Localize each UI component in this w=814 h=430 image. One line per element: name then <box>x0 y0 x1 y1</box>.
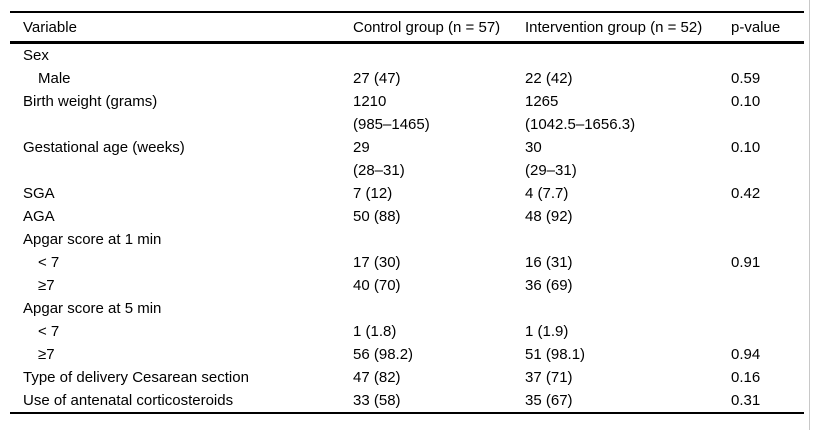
p-value-cell: 0.94 <box>731 346 761 363</box>
table-row: (28–31) (29–31) <box>10 159 804 182</box>
control-value-cell <box>353 228 525 251</box>
control-value-cell: 33 (58) <box>353 389 525 414</box>
p-value-cell <box>731 274 804 297</box>
control-value-cell: 47 (82) <box>353 369 401 386</box>
header-row: Variable Control group (n = 57) Interven… <box>10 11 804 44</box>
p-value-cell: 0.91 <box>731 254 761 271</box>
table-row: < 7 1 (1.8) 1 (1.9) <box>10 320 804 343</box>
intervention-value-cell: 4 (7.7) <box>525 185 569 202</box>
intervention-value-cell <box>525 297 731 320</box>
intervention-value-cell: (1042.5–1656.3) <box>525 116 636 133</box>
table-row: Use of antenatal corticosteroids 33 (58) 3… <box>10 389 804 414</box>
p-value-cell <box>731 113 804 136</box>
p-value-cell: 0.10 <box>731 93 761 110</box>
variable-cell: AGA <box>23 208 55 225</box>
col-header-intervention-group: Intervention group (n = 52) <box>525 11 731 44</box>
variable-cell: Use of antenatal corticosteroids <box>10 389 353 414</box>
control-value-cell: 50 (88) <box>353 208 401 225</box>
control-value-cell: 27 (47) <box>353 70 401 87</box>
intervention-value-cell: 30 <box>525 139 542 156</box>
control-value-cell: 1 (1.8) <box>353 323 397 340</box>
control-value-cell <box>353 43 525 68</box>
intervention-value-cell <box>525 43 731 68</box>
table-row: Type of delivery Cesarean section 47 (82)… <box>10 366 804 389</box>
p-value-cell <box>731 228 804 251</box>
control-value-cell: (28–31) <box>353 162 405 179</box>
intervention-value-cell: 35 (67) <box>525 389 731 414</box>
table-row: ≥7 56 (98.2) 51 (98.1) 0.94 <box>10 343 804 366</box>
control-value-cell: (985–1465) <box>353 116 430 133</box>
variable-cell: < 7 <box>38 323 60 340</box>
figure-right-edge-line <box>809 0 810 430</box>
control-value-cell <box>353 297 525 320</box>
variable-cell: Gestational age (weeks) <box>23 139 185 156</box>
variable-cell: < 7 <box>38 254 60 271</box>
p-value-cell: 0.31 <box>731 389 804 414</box>
table-row: SGA 7 (12) 4 (7.7) 0.42 <box>10 182 804 205</box>
table-row: ≥7 40 (70) 36 (69) <box>10 274 804 297</box>
control-value-cell: 40 (70) <box>353 277 401 294</box>
intervention-value-cell: 51 (98.1) <box>525 346 586 363</box>
variable-cell: Birth weight (grams) <box>23 93 158 110</box>
p-value-cell <box>731 159 804 182</box>
variable-cell: ≥7 <box>38 346 55 363</box>
variable-cell: Sex <box>23 47 49 64</box>
intervention-value-cell: 36 (69) <box>525 277 573 294</box>
control-value-cell: 7 (12) <box>353 185 393 202</box>
col-header-p-value: p-value <box>731 11 804 44</box>
p-value-cell <box>731 320 804 343</box>
table-row: Male 27 (47) 22 (42) 0.59 <box>10 67 804 90</box>
table-row: Apgar score at 5 min <box>10 297 804 320</box>
col-header-variable: Variable <box>10 11 353 44</box>
control-value-cell: 1210 <box>353 93 387 110</box>
table-row: Apgar score at 1 min <box>10 228 804 251</box>
intervention-value-cell: (29–31) <box>525 162 577 179</box>
table-row: AGA 50 (88) 48 (92) <box>10 205 804 228</box>
variable-cell: SGA <box>23 185 55 202</box>
p-value-cell: 0.10 <box>731 139 761 156</box>
table-row: (985–1465) (1042.5–1656.3) <box>10 113 804 136</box>
intervention-value-cell: 48 (92) <box>525 208 573 225</box>
control-value-cell: 29 <box>353 139 370 156</box>
control-value-cell: 17 (30) <box>353 254 401 271</box>
intervention-value-cell: 37 (71) <box>525 369 573 386</box>
intervention-value-cell: 1 (1.9) <box>525 323 569 340</box>
variable-cell <box>10 159 353 182</box>
table-row: Birth weight (grams) 1210 1265 0.10 <box>10 90 804 113</box>
variable-cell: Male <box>38 70 71 87</box>
p-value-cell <box>731 205 804 228</box>
table-row: < 7 17 (30) 16 (31) 0.91 <box>10 251 804 274</box>
p-value-cell: 0.16 <box>731 369 761 386</box>
p-value-cell: 0.59 <box>731 70 761 87</box>
intervention-value-cell <box>525 228 731 251</box>
intervention-value-cell: 1265 <box>525 93 559 110</box>
baseline-characteristics-table: Variable Control group (n = 57) Interven… <box>10 11 804 414</box>
p-value-cell <box>731 43 804 68</box>
col-header-control-group: Control group (n = 57) <box>353 11 525 44</box>
variable-cell: ≥7 <box>38 277 55 294</box>
p-value-cell <box>731 297 804 320</box>
intervention-value-cell: 16 (31) <box>525 254 573 271</box>
table-row: Gestational age (weeks) 29 30 0.10 <box>10 136 804 159</box>
variable-cell: Apgar score at 1 min <box>23 231 162 248</box>
p-value-cell: 0.42 <box>731 185 761 202</box>
table-row: Sex <box>10 43 804 68</box>
variable-cell: Apgar score at 5 min <box>23 300 162 317</box>
intervention-value-cell: 22 (42) <box>525 70 573 87</box>
variable-cell <box>10 113 353 136</box>
variable-cell: Type of delivery Cesarean section <box>23 369 249 386</box>
control-value-cell: 56 (98.2) <box>353 346 414 363</box>
table-body: Sex Male 27 (47) 22 (42) 0.59 Birth weight (g… <box>10 43 804 414</box>
baseline-characteristics-table-container: Variable Control group (n = 57) Interven… <box>10 11 804 414</box>
